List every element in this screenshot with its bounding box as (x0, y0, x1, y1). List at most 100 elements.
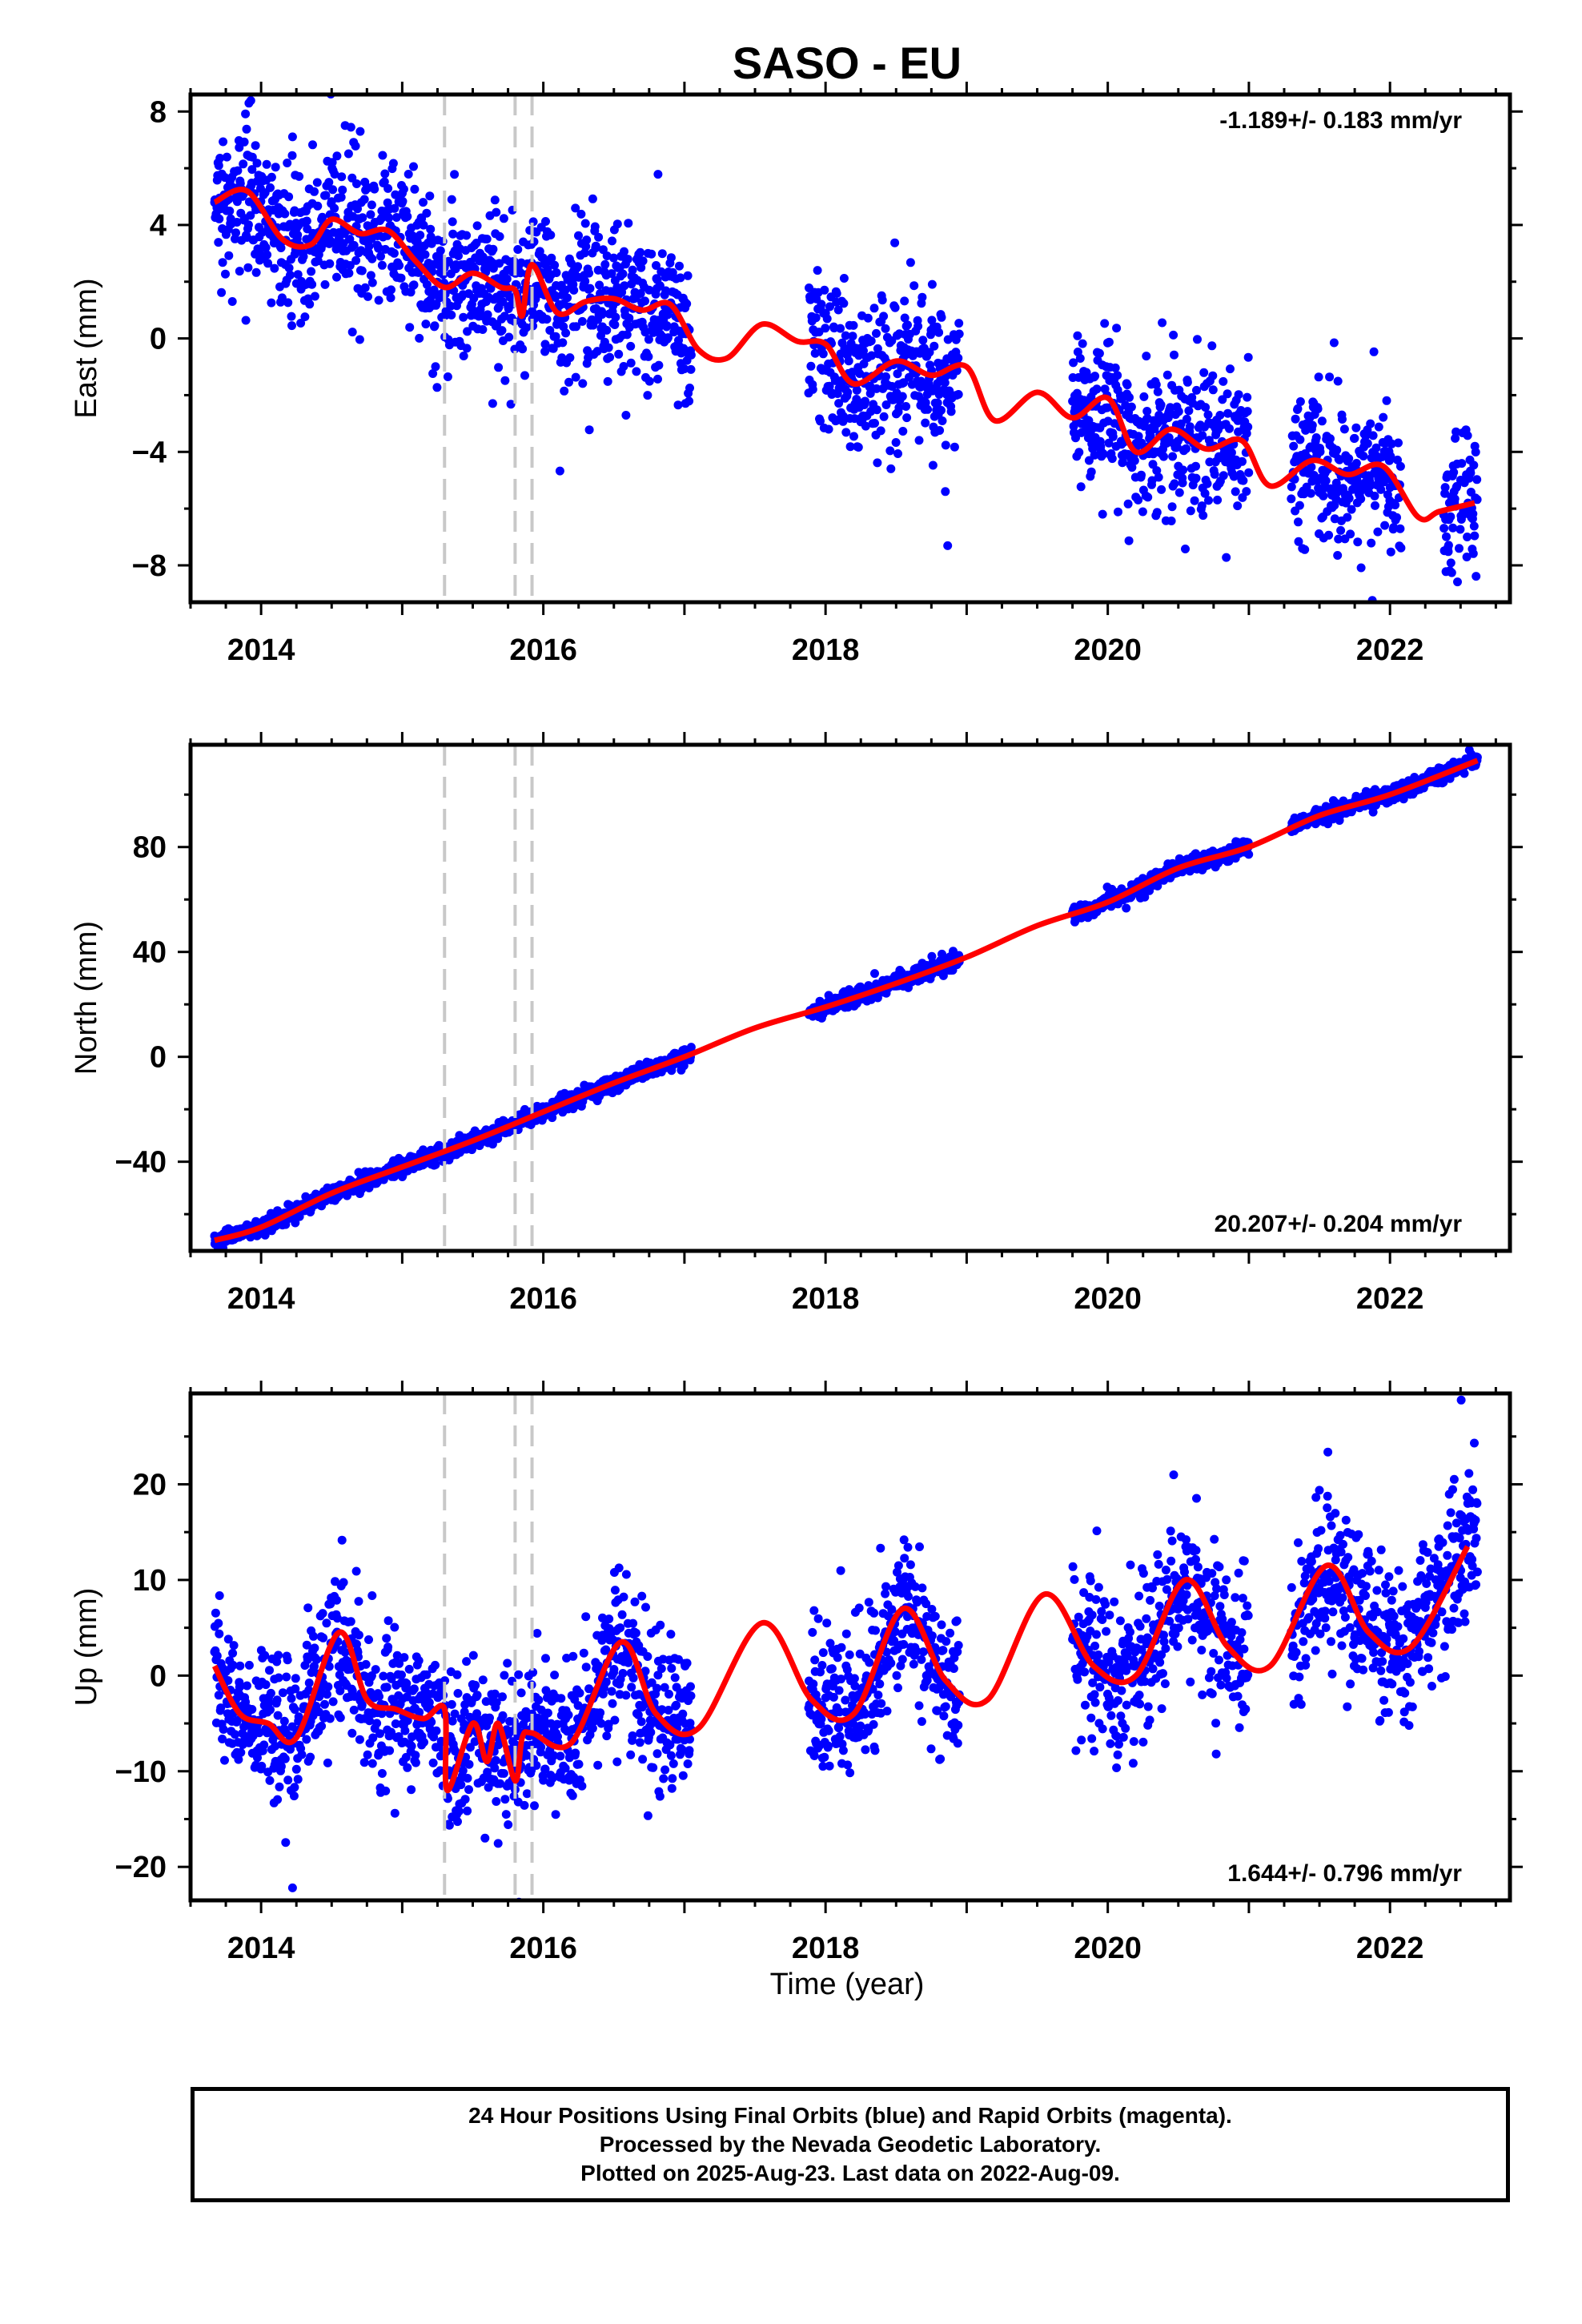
data-point (287, 151, 297, 160)
data-point (447, 310, 456, 320)
x-tick-label: 2018 (792, 1282, 860, 1316)
data-point (1472, 475, 1482, 485)
data-point (1137, 470, 1146, 480)
data-point (359, 195, 369, 204)
data-point (1208, 385, 1218, 395)
data-point (431, 362, 440, 372)
data-point (366, 210, 375, 219)
data-point (219, 1725, 228, 1734)
data-point (916, 376, 926, 386)
data-point (653, 170, 663, 179)
data-point (1365, 481, 1375, 491)
data-point (1222, 553, 1231, 562)
data-point (1134, 495, 1143, 505)
data-point (352, 179, 361, 188)
data-point (228, 1648, 238, 1658)
data-point (1351, 459, 1361, 468)
data-point (647, 249, 656, 259)
data-point (425, 191, 435, 201)
data-point (686, 1043, 696, 1052)
data-point (319, 1633, 328, 1642)
data-point (612, 219, 622, 229)
data-point (1170, 350, 1178, 360)
data-point (545, 326, 555, 335)
data-point (608, 236, 616, 246)
data-point (1226, 364, 1235, 374)
data-point (340, 1647, 350, 1657)
y-tick-label: −8 (132, 549, 167, 583)
data-point (370, 184, 379, 194)
data-point (229, 1641, 239, 1651)
data-point (569, 285, 579, 295)
data-point (1391, 501, 1400, 510)
data-point (377, 260, 387, 270)
data-point (928, 460, 938, 470)
data-point (483, 310, 492, 320)
data-point (636, 263, 646, 272)
data-point (578, 379, 588, 388)
data-point (244, 1660, 254, 1670)
data-point (214, 1618, 223, 1628)
data-point (281, 1838, 291, 1848)
data-point (327, 158, 337, 167)
data-point (1300, 545, 1310, 554)
data-point (1104, 337, 1114, 347)
data-point (232, 1716, 242, 1725)
data-point (1443, 547, 1453, 557)
data-point (376, 251, 385, 261)
data-point (581, 242, 591, 251)
data-point (1192, 385, 1201, 395)
data-point (934, 328, 944, 337)
data-point (893, 369, 902, 379)
data-point (1440, 483, 1450, 493)
data-point (808, 384, 817, 394)
data-point (1469, 521, 1479, 531)
data-point (478, 252, 488, 262)
data-point (331, 1577, 339, 1586)
data-point (591, 241, 600, 251)
data-point (644, 376, 654, 386)
data-point (1329, 338, 1339, 348)
data-point (1317, 416, 1327, 426)
data-point (239, 137, 249, 147)
data-point (626, 341, 636, 351)
data-point (380, 169, 390, 179)
data-point (325, 259, 335, 268)
data-point (1463, 431, 1472, 440)
data-point (243, 263, 253, 272)
data-point (1336, 525, 1346, 535)
data-point (1181, 545, 1190, 553)
data-point (594, 232, 604, 242)
data-point (328, 185, 338, 195)
data-point (943, 541, 953, 550)
data-point (655, 281, 665, 291)
data-point (1084, 456, 1094, 465)
data-point (518, 344, 528, 354)
data-point (459, 312, 468, 322)
data-point (275, 1782, 284, 1791)
data-point (636, 247, 645, 257)
data-point (542, 315, 552, 324)
data-point (1287, 494, 1296, 504)
data-point (849, 432, 858, 441)
data-point (353, 204, 362, 214)
data-point (486, 283, 496, 293)
data-point (1471, 448, 1480, 456)
data-point (1200, 489, 1210, 498)
data-point (444, 256, 453, 266)
data-point (1333, 376, 1343, 386)
data-point (1380, 521, 1390, 530)
data-point (364, 1635, 373, 1644)
data-point (339, 1578, 348, 1587)
data-point (320, 279, 330, 289)
data-point (222, 152, 231, 162)
data-point (243, 220, 253, 230)
data-point (314, 1707, 323, 1717)
data-point (1394, 438, 1403, 448)
data-point (676, 273, 685, 283)
data-point (215, 1591, 224, 1600)
data-point (1124, 536, 1134, 545)
data-point (602, 325, 612, 335)
data-point (621, 411, 631, 420)
data-point (287, 1883, 297, 1892)
